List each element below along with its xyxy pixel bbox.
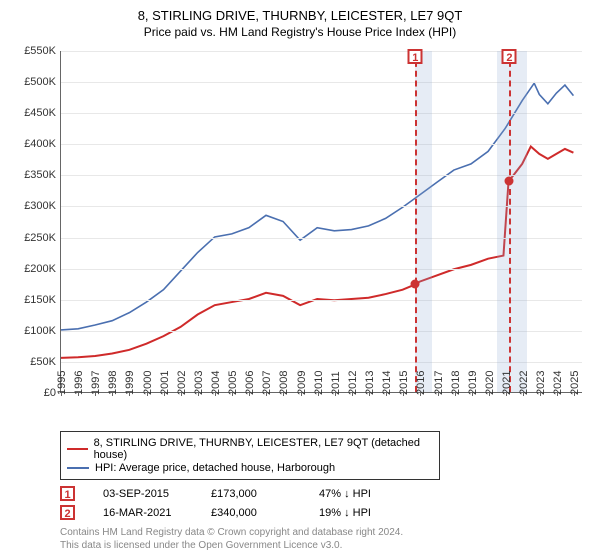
footer-text: Contains HM Land Registry data © Crown c… xyxy=(60,526,590,552)
shaded-range xyxy=(415,51,432,392)
transaction-delta: 19% ↓ HPI xyxy=(319,507,399,519)
legend-item: HPI: Average price, detached house, Harb… xyxy=(67,462,433,474)
transaction-delta: 47% ↓ HPI xyxy=(319,488,399,500)
legend-label: 8, STIRLING DRIVE, THURNBY, LEICESTER, L… xyxy=(94,437,433,461)
transaction-date: 16-MAR-2021 xyxy=(103,507,183,519)
marker-box: 2 xyxy=(502,49,517,64)
chart-area: £0 £50K £100K £150K £200K £250K £300K £350K £400… xyxy=(10,45,590,425)
chart-subtitle: Price paid vs. HM Land Registry's House … xyxy=(10,25,590,39)
marker-dash xyxy=(509,51,511,392)
y-axis-label: £50K xyxy=(10,356,56,368)
transaction-row: 1 03-SEP-2015 £173,000 47% ↓ HPI xyxy=(60,486,590,501)
transaction-price: £340,000 xyxy=(211,507,291,519)
y-axis-label: £150K xyxy=(10,294,56,306)
x-axis-label: 2025 xyxy=(569,371,599,395)
transaction-marker: 2 xyxy=(60,505,75,520)
y-axis-label: £200K xyxy=(10,263,56,275)
chart-title: 8, STIRLING DRIVE, THURNBY, LEICESTER, L… xyxy=(10,8,590,23)
marker-dash xyxy=(415,51,417,392)
legend-item: 8, STIRLING DRIVE, THURNBY, LEICESTER, L… xyxy=(67,437,433,461)
y-axis-label: £550K xyxy=(10,45,56,57)
marker-dot xyxy=(505,176,514,185)
shaded-range xyxy=(497,51,526,392)
legend-swatch xyxy=(67,448,88,450)
y-axis-label: £0 xyxy=(10,387,56,399)
plot-area: 12 xyxy=(60,51,582,393)
y-axis-label: £350K xyxy=(10,169,56,181)
y-axis-label: £450K xyxy=(10,107,56,119)
y-axis-label: £500K xyxy=(10,76,56,88)
legend-label: HPI: Average price, detached house, Harb… xyxy=(95,462,335,474)
transaction-marker: 1 xyxy=(60,486,75,501)
legend: 8, STIRLING DRIVE, THURNBY, LEICESTER, L… xyxy=(60,431,440,480)
chart-container: 8, STIRLING DRIVE, THURNBY, LEICESTER, L… xyxy=(0,0,600,560)
transaction-price: £173,000 xyxy=(211,488,291,500)
marker-box: 1 xyxy=(408,49,423,64)
transaction-date: 03-SEP-2015 xyxy=(103,488,183,500)
marker-dot xyxy=(411,280,420,289)
y-axis-label: £300K xyxy=(10,200,56,212)
y-axis-label: £100K xyxy=(10,325,56,337)
y-axis-label: £250K xyxy=(10,232,56,244)
legend-swatch xyxy=(67,467,89,469)
y-axis-label: £400K xyxy=(10,138,56,150)
transaction-row: 2 16-MAR-2021 £340,000 19% ↓ HPI xyxy=(60,505,590,520)
